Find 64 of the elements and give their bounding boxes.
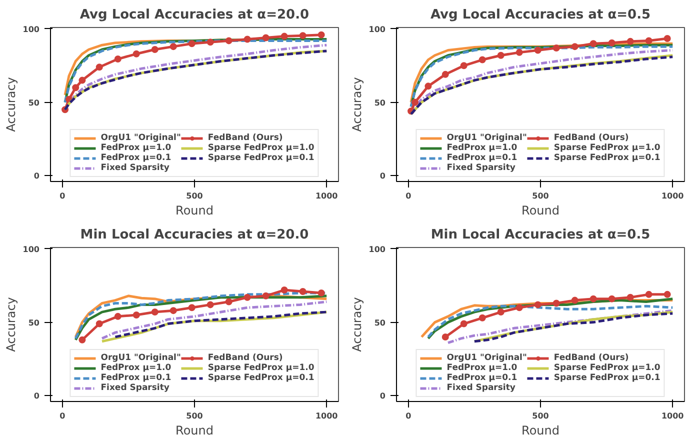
legend-label: FedProx μ=0.1 [446,373,518,383]
legend-label: Sparse FedProx μ=1.0 [208,143,314,153]
x-tick-label: 0 [406,192,412,200]
x-tick-label: 1000 [661,192,684,200]
x-tick-label: 0 [60,192,66,200]
x-tick-label: 500 [186,412,204,420]
chart-title: Avg Local Accuracies at α=0.5 [430,8,651,22]
x-tick-label: 500 [532,192,550,200]
x-axis-title: Round [176,204,214,218]
legend-label: OrgU1 "Original" [446,353,527,363]
legend-label: OrgU1 "Original" [100,133,181,143]
legend-label: FedBand (Ours) [554,353,629,363]
y-tick-label: 100 [368,244,386,254]
y-tick-label: 0 [34,392,40,401]
legend-label: Sparse FedProx μ=0.1 [208,373,314,383]
legend-label: FedProx μ=1.0 [446,363,518,373]
y-axis-title: Accuracy [4,77,18,132]
x-tick-label: 1000 [315,192,338,200]
legend-label: FedProx μ=0.1 [100,153,172,163]
chart-title: Min Local Accuracies at α=0.5 [430,228,650,242]
x-axis-title: Round [522,204,560,218]
legend-label: OrgU1 "Original" [446,133,527,143]
legend-label: FedProx μ=0.1 [446,153,518,163]
y-tick-label: 50 [28,98,40,108]
legend-label: FedBand (Ours) [554,133,629,143]
x-tick-label: 500 [186,192,204,200]
x-tick-label: 500 [532,412,550,420]
legend-label: Fixed Sparsity [446,163,516,173]
x-axis-title: Round [522,424,560,438]
legend-label: FedBand (Ours) [208,133,283,143]
y-axis-title: Accuracy [350,77,364,132]
x-axis-title: Round [176,424,214,438]
legend-label: Sparse FedProx μ=0.1 [554,373,660,383]
legend-label: FedProx μ=1.0 [100,363,172,373]
legend-label: FedProx μ=1.0 [100,143,172,153]
legend-label: OrgU1 "Original" [100,353,181,363]
legend-label: Sparse FedProx μ=0.1 [554,153,660,163]
legend-label: Sparse FedProx μ=0.1 [208,153,314,163]
chart-title: Avg Local Accuracies at α=20.0 [80,8,310,22]
legend-label: FedProx μ=0.1 [100,373,172,383]
legend-label: Sparse FedProx μ=1.0 [208,363,314,373]
y-axis-title: Accuracy [350,297,364,352]
legend-label: Fixed Sparsity [100,163,170,173]
legend-label: FedProx μ=1.0 [446,143,518,153]
x-tick-label: 0 [406,412,412,420]
y-tick-label: 100 [22,24,40,34]
legend-label: FedBand (Ours) [208,353,283,363]
chart-title: Min Local Accuracies at α=20.0 [80,228,309,242]
x-tick-label: 0 [60,412,66,420]
legend-label: Fixed Sparsity [100,383,170,393]
y-axis-title: Accuracy [4,297,18,352]
legend-label: Sparse FedProx μ=1.0 [554,363,660,373]
x-tick-label: 1000 [315,412,338,420]
y-tick-label: 0 [34,172,40,181]
y-tick-label: 0 [380,172,386,181]
legend-label: Sparse FedProx μ=1.0 [554,143,660,153]
y-tick-label: 50 [374,318,386,328]
y-tick-label: 50 [374,98,386,108]
y-tick-label: 100 [368,24,386,34]
legend-label: Fixed Sparsity [446,383,516,393]
y-tick-label: 0 [380,392,386,401]
y-tick-label: 100 [22,244,40,254]
x-tick-label: 1000 [661,412,684,420]
y-tick-label: 50 [28,318,40,328]
